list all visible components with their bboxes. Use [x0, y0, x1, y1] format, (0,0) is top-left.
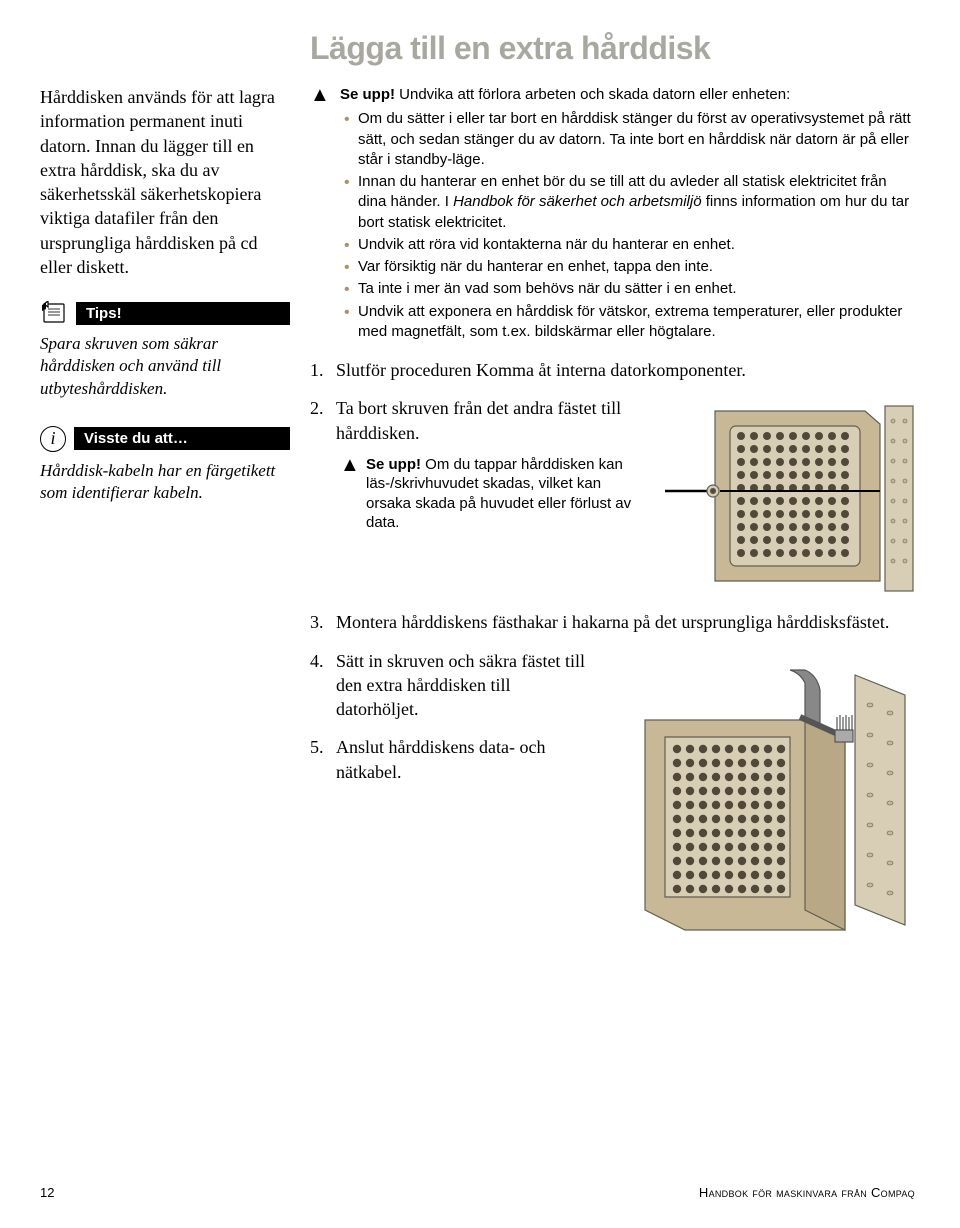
step-2-warning-title: Se upp! [366, 456, 421, 473]
step-5-text: Anslut hårddiskens data- och nätkabel. [336, 737, 545, 781]
warning-bullet: Undvik att röra vid kontakterna när du h… [340, 235, 915, 255]
intro-paragraph: Hårddisken används för att lagra informa… [40, 85, 290, 279]
main-warning: ▲ Se upp! Undvika att förlora arbeten oc… [310, 85, 915, 344]
warning-bullet: Ta inte i mer än vad som behövs när du s… [340, 279, 915, 299]
step-5: 5. Anslut hårddiskens data- och nätkabel… [310, 735, 915, 945]
warning-lead: Undvika att förlora arbeten och skada da… [395, 86, 790, 103]
step-2-text: Ta bort skruven från det andra fästet ti… [336, 398, 621, 442]
warning-icon: ▲ [310, 85, 334, 105]
page-footer: 12 Handbok för maskinvara från Compaq [40, 1185, 915, 1200]
step-1: 1.Slutför proceduren Komma åt interna da… [310, 358, 915, 382]
step-3: 3.Montera hårddiskens fästhakar i hakarn… [310, 610, 915, 634]
warning-icon: ▲ [340, 455, 360, 475]
warning-bullets: Om du sätter i eller tar bort en hårddis… [340, 109, 915, 342]
page-number: 12 [40, 1185, 54, 1200]
didyouknow-label: Visste du att… [74, 427, 290, 450]
note-icon [40, 301, 68, 325]
warning-bullet: Undvik att exponera en hårddisk för väts… [340, 302, 915, 343]
step-1-text: Slutför proceduren Komma åt interna dato… [336, 360, 746, 380]
step-2: 2. Ta bort skruven från det andra fästet… [310, 396, 915, 596]
main-content: ▲ Se upp! Undvika att förlora arbeten oc… [310, 85, 915, 959]
hdd-install-illustration [605, 665, 915, 945]
warning-bullet: Om du sätter i eller tar bort en hårddis… [340, 109, 915, 170]
warning-bullet: Var försiktig när du hanterar en enhet, … [340, 257, 915, 277]
didyouknow-header: i Visste du att… [40, 426, 290, 452]
footer-book-title: Handbok för maskinvara från Compaq [699, 1185, 915, 1200]
warning-bullet: Innan du hanterar en enhet bör du se til… [340, 172, 915, 233]
sidebar: Hårddisken används för att lagra informa… [40, 85, 290, 959]
info-icon: i [40, 426, 66, 452]
tips-callout-header: Tips! [40, 301, 290, 325]
tips-label: Tips! [76, 302, 290, 325]
page-title: Lägga till en extra hårddisk [310, 30, 915, 67]
didyouknow-body: Hårddisk-kabeln har en färgetikett som i… [40, 460, 290, 504]
step-2-warning: ▲ Se upp! Om du tappar hårddisken kan lä… [340, 455, 643, 533]
tips-body: Spara skruven som säkrar hårddisken och … [40, 333, 290, 399]
warning-title: Se upp! [340, 86, 395, 103]
hdd-bracket-illustration [655, 396, 915, 596]
steps-list: 1.Slutför proceduren Komma åt interna da… [310, 358, 915, 945]
step-4-text: Sätt in skruven och säkra fästet till de… [336, 651, 585, 720]
step-3-text: Montera hårddiskens fästhakar i hakarna … [336, 612, 889, 632]
